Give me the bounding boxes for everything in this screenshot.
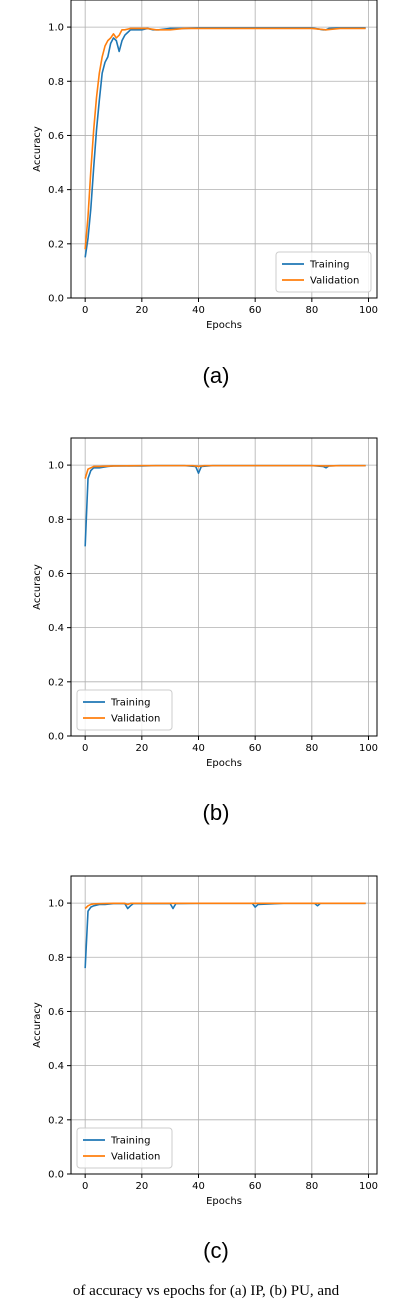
x-tick-label: 100 <box>359 743 378 754</box>
legend-box <box>76 689 173 731</box>
legend-box <box>275 251 372 293</box>
y-tick-label: 1.0 <box>48 23 64 34</box>
x-tick-label: 100 <box>359 305 378 316</box>
y-tick-label: 0.6 <box>48 569 64 580</box>
x-tick-label: 20 <box>135 743 148 754</box>
y-tick-label: 1.0 <box>48 899 64 910</box>
legend-box <box>76 1127 173 1169</box>
plot-frame <box>70 0 378 299</box>
series-line-training <box>84 464 366 547</box>
x-tick-label: 40 <box>192 305 205 316</box>
chart-panel-a: 0 20 40 60 80 100 0.0 0.2 0.4 0.6 0.8 1.0 Epochs Accu… <box>32 0 378 331</box>
x-axis-label: Epochs <box>206 320 242 331</box>
x-axis-label: Epochs <box>206 1196 242 1207</box>
y-tick-label: 0.4 <box>48 1061 64 1072</box>
y-axis-label: Accuracy <box>32 564 43 610</box>
x-tick-label: 100 <box>359 1181 378 1192</box>
y-tick-label: 0.2 <box>48 677 64 688</box>
y-axis-label: Accuracy <box>32 126 43 172</box>
x-tick-label: 0 <box>82 743 88 754</box>
plot-frame <box>70 437 378 737</box>
legend-label-training: Training <box>309 260 349 271</box>
y-tick-label: 0.0 <box>48 1170 64 1181</box>
y-tick-label: 0.8 <box>48 515 64 526</box>
y-tick-label: 0.6 <box>48 1007 64 1018</box>
legend-label-validation: Validation <box>111 714 160 725</box>
chart-panel-b: 0 20 40 60 80 100 0.0 0.2 0.4 0.6 0.8 1.0 Epochs Accu… <box>32 437 378 769</box>
legend-label-validation: Validation <box>310 276 359 287</box>
series-line-validation <box>84 27 366 250</box>
x-axis-label: Epochs <box>206 758 242 769</box>
series-line-validation <box>84 464 366 479</box>
series-line-training <box>84 902 366 969</box>
x-tick-label: 40 <box>192 1181 205 1192</box>
figure-caption: of accuracy vs epochs for (a) IP, (b) PU… <box>73 1283 340 1299</box>
panel-label-b: (b) <box>203 800 230 825</box>
chart-panel-c: 0 20 40 60 80 100 0.0 0.2 0.4 0.6 0.8 1.0 Epochs Accu… <box>32 875 378 1207</box>
x-tick-label: 20 <box>135 305 148 316</box>
y-axis-label: Accuracy <box>32 1002 43 1048</box>
y-tick-label: 0.2 <box>48 1115 64 1126</box>
legend-label-training: Training <box>110 698 150 709</box>
panel-label-c: (c) <box>203 1238 229 1263</box>
x-tick-label: 80 <box>305 743 318 754</box>
y-tick-label: 0.2 <box>48 239 64 250</box>
series-line-validation <box>84 902 366 910</box>
legend-label-training: Training <box>110 1136 150 1147</box>
y-tick-label: 0.8 <box>48 953 64 964</box>
plot-frame <box>70 875 378 1175</box>
x-tick-label: 80 <box>305 305 318 316</box>
y-tick-label: 0.0 <box>48 294 64 305</box>
y-tick-label: 1.0 <box>48 461 64 472</box>
y-tick-label: 0.4 <box>48 623 64 634</box>
x-tick-label: 60 <box>249 743 262 754</box>
y-tick-label: 0.0 <box>48 732 64 743</box>
legend-label-validation: Validation <box>111 1152 160 1163</box>
y-tick-label: 0.4 <box>48 185 64 196</box>
series-line-training <box>84 27 366 258</box>
x-tick-label: 0 <box>82 305 88 316</box>
y-tick-label: 0.6 <box>48 131 64 142</box>
x-tick-label: 0 <box>82 1181 88 1192</box>
x-tick-label: 60 <box>249 1181 262 1192</box>
panel-label-a: (a) <box>203 363 230 388</box>
x-tick-label: 60 <box>249 305 262 316</box>
x-tick-label: 40 <box>192 743 205 754</box>
x-tick-label: 80 <box>305 1181 318 1192</box>
y-tick-label: 0.8 <box>48 77 64 88</box>
x-tick-label: 20 <box>135 1181 148 1192</box>
